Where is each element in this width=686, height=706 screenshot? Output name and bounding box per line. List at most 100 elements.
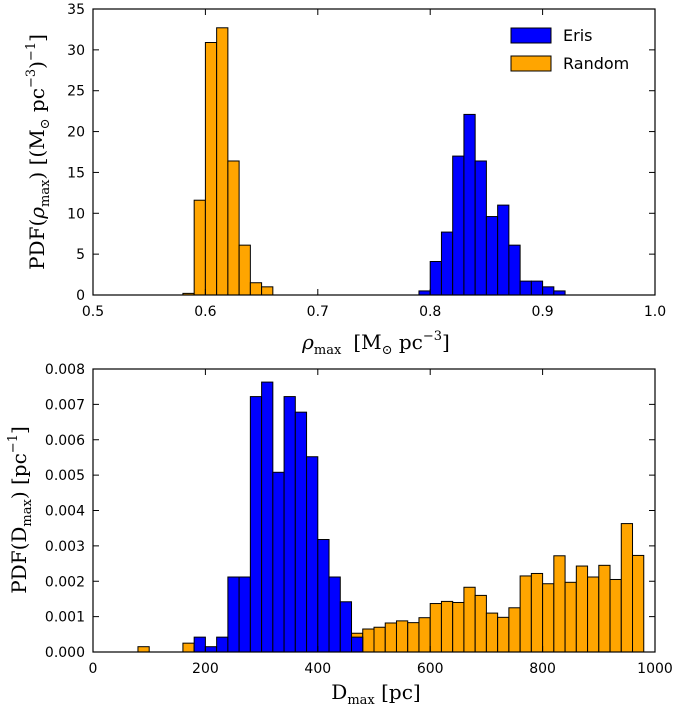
dmax-bar-eris-4: [238, 576, 251, 653]
rho-y-tick-label-2: 10: [67, 206, 85, 222]
dmax-bar-random-27: [609, 578, 622, 653]
rho-histogram-panel: 0.5 0.6 0.7 0.8 0.9 1.0 0 5 10 15 20 25 30 35 Eris Ra…: [24, 2, 666, 358]
dmax-bar-eris-1: [204, 646, 218, 653]
dmax-bar-random-21: [542, 583, 555, 653]
dmax-bar-eris-7: [272, 471, 285, 653]
dmax-bar-eris-2: [216, 636, 229, 653]
dmax-x-tick-label-2: 400: [304, 661, 331, 677]
dmax-bar-random-5: [362, 628, 375, 653]
rho-ticks: 0.5 0.6 0.7 0.8 0.9 1.0 0 5 10 15 20 25 30 35: [67, 2, 666, 320]
dmax-y-tick-label-7: 0.007: [45, 397, 85, 413]
dmax-bar-random-8: [395, 620, 409, 653]
dmax-bar-random-14: [463, 586, 476, 653]
dmax-bar-random-20: [530, 572, 544, 653]
dmax-x-tick-label-0: 0: [89, 661, 98, 677]
rho-plot-area: [93, 9, 655, 295]
legend-label-random: Random: [563, 54, 629, 73]
rho-bar-eris-9: [519, 280, 532, 296]
dmax-bar-random-24: [575, 565, 589, 653]
dmax-y-tick-label-8: 0.008: [45, 362, 85, 378]
dmax-y-tick-label-2: 0.002: [45, 574, 85, 590]
rho-y-tick-label-3: 15: [67, 165, 85, 181]
dmax-x-tick-label-3: 600: [417, 661, 444, 677]
dmax-bar-random-12: [440, 600, 454, 653]
dmax-bar-random-28: [620, 523, 634, 653]
legend-swatch-eris: [510, 27, 552, 44]
dmax-bar-random-19: [519, 575, 532, 653]
rho-x-tick-label-3: 0.8: [419, 304, 441, 320]
rho-x-tick-label-4: 0.9: [531, 304, 553, 320]
dmax-y-tick-label-4: 0.004: [45, 504, 85, 520]
dmax-bar-random-22: [553, 555, 566, 653]
dmax-bar-random-6: [373, 626, 386, 653]
legend-swatch-random: [510, 55, 552, 72]
rho-bar-random-4: [227, 160, 240, 296]
rho-x-tick-label-5: 1.0: [644, 304, 666, 320]
dmax-bar-random-10: [418, 617, 431, 653]
rho-bar-random-6: [249, 282, 263, 296]
rho-bar-eris-12: [553, 290, 566, 296]
rho-y-tick-label-0: 0: [76, 288, 85, 304]
dmax-y-tick-label-5: 0.005: [45, 468, 85, 484]
dmax-x-tick-label-1: 200: [192, 661, 219, 677]
rho-bar-eris-7: [497, 204, 510, 296]
dmax-bar-random-26: [598, 564, 611, 653]
dmax-bar-eris-13: [339, 601, 353, 653]
dmax-bar-eris-14: [351, 636, 364, 653]
dmax-x-tick-label-5: 1000: [637, 661, 673, 677]
dmax-histogram-panel: 0 200 400 600 800 1000 0.000 0.001 0.002 0.003 0.0…: [6, 362, 673, 706]
rho-x-tick-label-0: 0.5: [82, 304, 104, 320]
dmax-bar-random-29: [632, 554, 645, 653]
rho-bar-eris-11: [542, 286, 555, 296]
dmax-bar-eris-5: [249, 396, 263, 653]
rho-bar-random-1: [193, 199, 206, 296]
rho-bar-eris-0: [418, 290, 431, 296]
rho-bar-eris-1: [429, 261, 442, 296]
rho-bar-random-3: [216, 27, 229, 296]
dmax-x-tick-label-4: 800: [529, 661, 556, 677]
dmax-bar-eris-6: [261, 381, 274, 653]
rho-bar-random-2: [204, 42, 218, 296]
rho-x-axis-label: ρmax [M⊙ pc−3]: [301, 329, 450, 358]
dmax-bar-eris-3: [227, 576, 240, 653]
dmax-bar-eris-10: [306, 456, 319, 653]
dmax-bar-random-23: [564, 581, 577, 653]
rho-bar-eris-10: [530, 280, 544, 296]
rho-y-tick-label-5: 25: [67, 84, 85, 100]
rho-bar-eris-5: [474, 160, 487, 296]
legend: Eris Random: [510, 26, 629, 73]
dmax-bar-eris-8: [283, 396, 296, 653]
rho-bar-eris-2: [440, 231, 454, 296]
dmax-bar-random-25: [587, 576, 600, 653]
dmax-y-tick-label-0: 0.000: [45, 645, 85, 661]
rho-y-tick-label-4: 20: [67, 125, 85, 141]
rho-bar-eris-6: [485, 216, 499, 296]
dmax-bar-random-18: [508, 607, 521, 653]
rho-bar-random-7: [261, 286, 274, 296]
rho-x-tick-label-2: 0.7: [307, 304, 329, 320]
rho-bar-eris-3: [452, 155, 465, 296]
dmax-bar-eris-12: [328, 576, 341, 653]
dmax-bar-random-0: [137, 646, 150, 653]
rho-x-tick-label-1: 0.6: [194, 304, 216, 320]
rho-y-axis-label: PDF(ρmax) [(M⊙ pc−3)−1]: [24, 34, 53, 270]
dmax-bars: [137, 381, 645, 653]
rho-bars: [182, 27, 566, 296]
rho-axes-frame: [92, 8, 656, 296]
rho-y-tick-label-1: 5: [76, 247, 85, 263]
dmax-bar-random-13: [452, 601, 465, 653]
rho-y-tick-label-7: 35: [67, 2, 85, 18]
dmax-y-axis-label: PDF(Dmax) [pc−1]: [6, 426, 35, 594]
dmax-bar-random-15: [474, 594, 487, 653]
dmax-y-tick-label-6: 0.006: [45, 433, 85, 449]
dmax-y-tick-label-1: 0.001: [45, 610, 85, 626]
rho-bar-random-5: [238, 244, 251, 296]
dmax-bar-eris-9: [294, 411, 308, 653]
rho-bar-eris-4: [463, 113, 476, 296]
rho-bar-eris-8: [508, 244, 521, 296]
dmax-y-tick-label-3: 0.003: [45, 539, 85, 555]
dmax-bar-random-9: [407, 622, 420, 653]
rho-y-tick-label-6: 30: [67, 43, 85, 59]
legend-label-eris: Eris: [563, 26, 592, 45]
